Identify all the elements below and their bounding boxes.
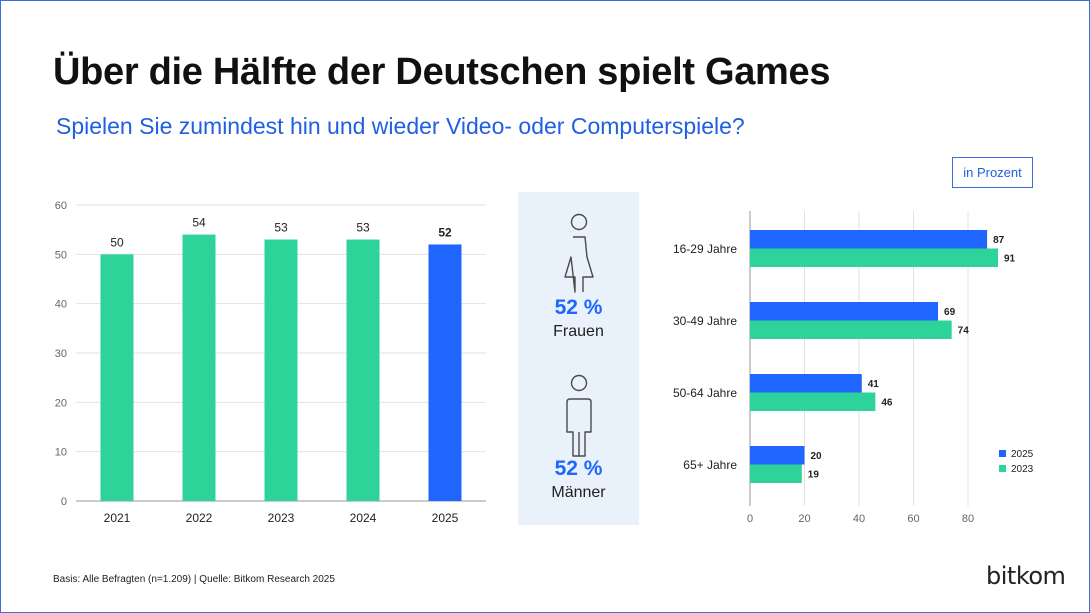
x-tick-label: 2023 [268, 511, 295, 525]
age-group-label: 65+ Jahre [683, 458, 737, 472]
x-tick-label: 2025 [432, 511, 459, 525]
legend-swatch-2025 [999, 450, 1006, 457]
age-bar-2025 [750, 230, 988, 249]
y-tick-label: 60 [55, 200, 67, 212]
age-bar-value-label: 87 [993, 235, 1005, 246]
year-bar [346, 239, 380, 502]
age-bar-value-label: 74 [958, 326, 970, 337]
legend-label: 2023 [1011, 464, 1034, 475]
legend-swatch-2023 [999, 465, 1006, 472]
x-tick-label: 40 [853, 513, 865, 525]
bitkom-logo: bitkom [986, 562, 1066, 590]
y-tick-label: 40 [55, 299, 67, 311]
year-bar [182, 234, 216, 501]
age-bar-value-label: 69 [944, 307, 956, 318]
age-bar-2023 [750, 248, 998, 267]
y-tick-label: 50 [55, 249, 67, 261]
y-tick-label: 30 [55, 348, 67, 360]
y-tick-label: 20 [55, 397, 67, 409]
age-bar-value-label: 20 [811, 451, 823, 462]
gender-panel: 52 % Frauen 52 % Männer [518, 192, 639, 525]
source-footer: Basis: Alle Befragten (n=1.209) | Quelle… [53, 574, 335, 585]
age-bar-2023 [750, 320, 952, 339]
man-icon [566, 374, 592, 457]
year-bar-value-label: 53 [356, 221, 370, 235]
year-bar [428, 244, 462, 501]
y-tick-label: 0 [61, 496, 67, 508]
x-tick-label: 2022 [186, 511, 213, 525]
men-percentage: 52 % [554, 457, 603, 480]
women-label: Frauen [553, 323, 604, 340]
year-bar-value-label: 53 [274, 221, 288, 235]
x-tick-label: 60 [907, 513, 919, 525]
year-bar [264, 239, 298, 502]
age-bar-value-label: 41 [868, 379, 880, 390]
age-bar-value-label: 46 [881, 398, 893, 409]
unit-label: in Prozent [952, 157, 1033, 188]
year-bar-value-label: 54 [192, 216, 206, 230]
page-title: Über die Hälfte der Deutschen spielt Gam… [53, 51, 831, 93]
age-group-label: 16-29 Jahre [673, 242, 737, 256]
year-bar-value-label: 50 [110, 235, 124, 249]
x-tick-label: 0 [747, 513, 753, 525]
y-tick-label: 10 [55, 447, 67, 459]
men-label: Männer [551, 484, 606, 501]
x-tick-label: 2021 [104, 511, 131, 525]
woman-icon [564, 213, 594, 293]
age-bar-2025 [750, 374, 862, 393]
age-bar-2025 [750, 446, 805, 465]
year-bar-value-label: 52 [438, 225, 452, 239]
x-tick-label: 80 [962, 513, 974, 525]
age-bar-value-label: 91 [1004, 254, 1016, 265]
x-tick-label: 20 [798, 513, 810, 525]
age-group-label: 50-64 Jahre [673, 386, 737, 400]
age-bar-2023 [750, 464, 802, 483]
x-tick-label: 2024 [350, 511, 377, 525]
legend-label: 2025 [1011, 449, 1034, 460]
age-bar-2025 [750, 302, 939, 321]
page-subtitle: Spielen Sie zumindest hin und wieder Vid… [56, 113, 745, 139]
age-group-label: 30-49 Jahre [673, 314, 737, 328]
age-bar-2023 [750, 392, 876, 411]
year-bar [100, 254, 134, 501]
women-percentage: 52 % [554, 296, 603, 319]
age-bar-value-label: 19 [808, 470, 820, 481]
